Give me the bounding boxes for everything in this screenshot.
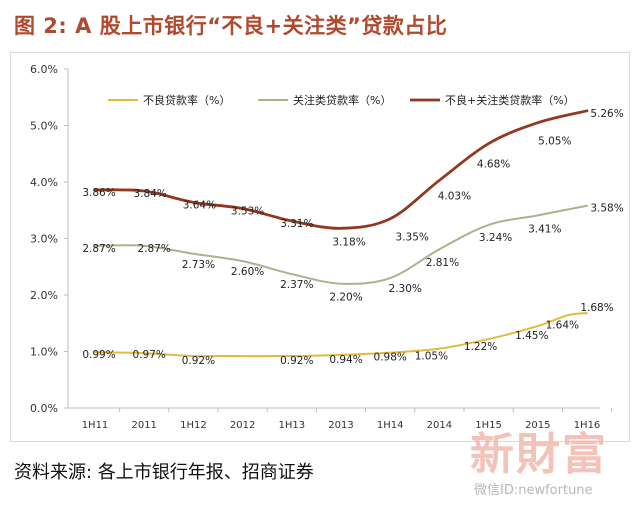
data-label: 2.60% [231, 266, 264, 278]
data-label: 2.87% [82, 243, 115, 255]
legend-special-mention-label: 关注类贷款率（%） [293, 93, 391, 107]
data-label: 3.35% [396, 232, 429, 244]
data-label: 4.03% [438, 190, 471, 202]
data-label: 3.86% [82, 187, 115, 199]
data-label: 3.24% [479, 232, 512, 244]
x-tick-label: 2015 [525, 420, 550, 431]
y-tick-label: 3.0% [30, 233, 58, 246]
data-label: 0.97% [133, 349, 166, 361]
x-tick-label: 1H16 [574, 420, 601, 431]
y-tick-label: 6.0% [30, 63, 58, 76]
data-label: 3.58% [590, 203, 623, 215]
y-tick-label: 4.0% [30, 176, 58, 189]
x-tick-label: 2011 [131, 420, 156, 431]
data-label: 1.68% [580, 302, 613, 314]
y-tick-label: 0.0% [30, 402, 58, 415]
chart-area [10, 52, 630, 442]
data-label: 3.18% [332, 236, 365, 248]
data-label: 2.20% [329, 292, 362, 304]
x-tick-label: 2012 [230, 420, 255, 431]
watermark-logo: 新財富 [470, 429, 608, 480]
data-label: 1.22% [464, 341, 497, 353]
data-label: 3.84% [134, 188, 167, 200]
data-label: 0.92% [182, 355, 215, 367]
data-label: 3.41% [528, 223, 561, 235]
figure-title: 图 2: A 股上市银行“不良+关注类”贷款占比 [14, 14, 448, 38]
x-tick-label: 1H13 [278, 420, 305, 431]
data-label: 5.05% [538, 136, 571, 148]
data-label: 0.98% [374, 352, 407, 364]
data-label: 2.30% [389, 283, 422, 295]
y-tick-label: 2.0% [30, 289, 58, 302]
legend-npl-label: 不良贷款率（%） [143, 93, 230, 107]
x-tick-label: 1H11 [82, 420, 109, 431]
data-label: 4.68% [477, 159, 510, 171]
data-label: 3.53% [231, 206, 264, 218]
data-label: 1.64% [546, 319, 579, 331]
special-mention-line [94, 204, 588, 285]
npl-ratio-line [94, 312, 588, 358]
x-tick-label: 2013 [328, 420, 353, 431]
data-label: 5.26% [590, 108, 623, 120]
data-label: 3.64% [183, 199, 216, 211]
data-label: 0.99% [82, 349, 115, 361]
data-label: 2.73% [182, 259, 215, 271]
data-label: 1.05% [415, 351, 448, 363]
x-tick-label: 1H14 [377, 420, 404, 431]
y-tick-label: 5.0% [30, 120, 58, 133]
source-note: 资料来源: 各上市银行年报、招商证券 [14, 462, 314, 483]
data-label: 0.92% [280, 355, 313, 367]
data-label: 2.37% [280, 279, 313, 291]
watermark-id: 微信ID:newfortune [474, 483, 593, 498]
x-tick-label: 2014 [427, 420, 452, 431]
data-label: 3.31% [280, 218, 313, 230]
legend-combined-label: 不良+关注类贷款率（%） [445, 93, 575, 107]
data-label: 0.94% [329, 354, 362, 366]
data-label: 1.45% [515, 330, 548, 342]
data-label: 2.81% [426, 257, 459, 269]
combined-ratio-line [93, 109, 589, 230]
x-tick-label: 1H12 [180, 420, 207, 431]
x-tick-label: 1H15 [475, 420, 502, 431]
y-tick-label: 1.0% [30, 346, 58, 359]
data-label: 2.87% [138, 243, 171, 255]
